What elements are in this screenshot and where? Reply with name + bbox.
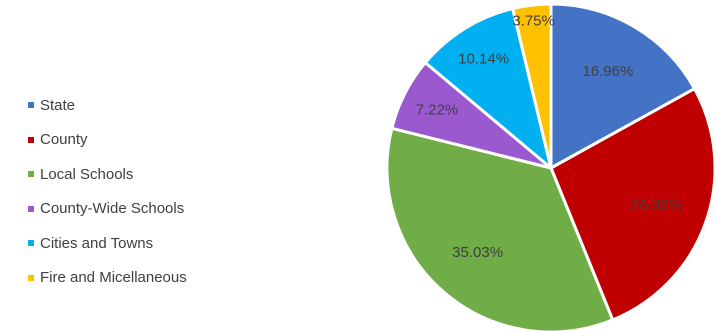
legend-item-county-wide-schools: County-Wide Schools [28,192,187,227]
data-label-state: 16.96% [582,63,633,80]
data-label-fire-and-micellaneous: 3.75% [512,13,555,30]
legend-item-fire-and-micellaneous: Fire and Micellaneous [28,261,187,296]
chart-legend: State County Local Schools County-Wide S… [28,88,187,295]
legend-swatch-county [28,136,34,143]
pie-slice-fire-and-micellaneous [511,2,553,170]
legend-item-county: County [28,123,187,158]
legend-item-cities-and-towns: Cities and Towns [28,226,187,261]
legend-item-local-schools: Local Schools [28,157,187,192]
legend-swatch-state [28,102,34,109]
legend-label-fire-and-micellaneous: Fire and Micellaneous [40,269,187,287]
legend-swatch-local-schools [28,171,34,178]
data-label-county: 26.90% [631,197,682,214]
legend-label-cities-and-towns: Cities and Towns [40,234,154,252]
legend-item-state: State [28,88,187,123]
legend-swatch-cities-and-towns [28,240,34,247]
legend-label-state: State [40,96,76,114]
pie-slice-state [549,2,697,170]
data-label-local-schools: 35.03% [452,244,503,261]
pie-slice-cities-and-towns [423,7,553,170]
pie-slice-county [549,87,717,322]
legend-swatch-county-wide-schools [28,205,34,212]
data-label-county-wide-schools: 7.22% [416,101,459,118]
legend-label-local-schools: Local Schools [40,165,134,183]
legend-swatch-fire-and-micellaneous [28,274,34,281]
data-label-cities-and-towns: 10.14% [458,51,509,68]
pie-slice-local-schools [385,126,615,331]
legend-label-county-wide-schools: County-Wide Schools [40,200,185,218]
legend-label-county: County [40,131,88,149]
